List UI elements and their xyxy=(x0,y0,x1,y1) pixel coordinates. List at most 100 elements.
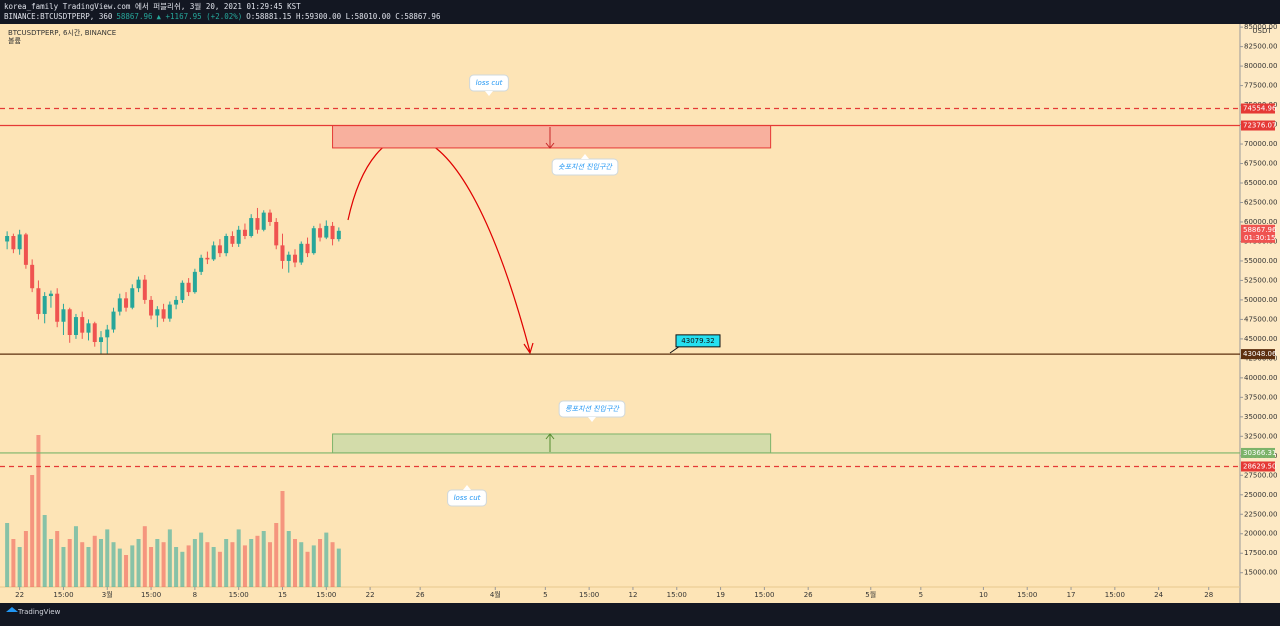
volume-bar xyxy=(180,551,185,587)
volume-bar xyxy=(305,551,310,587)
volume-label: 볼륨 xyxy=(8,36,21,45)
y-tick-label: 50000.00 xyxy=(1244,296,1277,304)
candle-body xyxy=(211,245,216,260)
y-tick-label: 62500.00 xyxy=(1244,198,1277,206)
volume-bar xyxy=(174,547,179,587)
candle-body xyxy=(155,309,160,316)
candle-body xyxy=(149,299,154,316)
volume-bar xyxy=(224,539,229,587)
header-field: BINANCE:BTCUSDTPERP, 360 xyxy=(4,12,113,21)
volume-bar xyxy=(149,547,154,587)
y-tick-label: 60000.00 xyxy=(1244,218,1277,226)
volume-bar xyxy=(111,542,116,587)
volume-bar xyxy=(205,542,210,587)
volume-bar xyxy=(324,532,329,587)
candle-body xyxy=(36,288,41,314)
volume-bar xyxy=(286,531,291,587)
y-tick-label: 47500.00 xyxy=(1244,315,1277,323)
volume-bar xyxy=(61,547,66,587)
volume-bar xyxy=(249,539,254,587)
volume-bar xyxy=(48,539,53,587)
y-tick-label: 45000.00 xyxy=(1244,335,1277,343)
candle-body xyxy=(324,225,329,238)
x-tick-label: 3월 xyxy=(102,590,113,599)
y-tick-label: 35000.00 xyxy=(1244,413,1277,421)
y-tick-label: 17500.00 xyxy=(1244,549,1277,557)
candle-body xyxy=(249,218,254,237)
candle-body xyxy=(23,234,28,265)
callout-text: loss cut xyxy=(454,494,481,502)
volume-bar xyxy=(67,539,72,587)
volume-bar xyxy=(236,529,241,587)
callout-tip xyxy=(485,91,493,96)
candle-body xyxy=(42,296,47,314)
candle-body xyxy=(48,293,53,297)
header-field: ▲ +1167.95 (+2.02%) xyxy=(157,12,243,21)
candle-body xyxy=(236,229,241,244)
volume-bar xyxy=(161,542,166,587)
price-label: 72376.07 xyxy=(1243,122,1276,130)
candle-body xyxy=(130,288,135,308)
x-tick-label: 5월 xyxy=(865,590,876,599)
x-tick-label: 4월 xyxy=(490,590,501,599)
candle-body xyxy=(305,243,310,254)
footer: TradingView xyxy=(17,608,61,616)
volume-bar xyxy=(99,539,104,587)
price-label-bg xyxy=(1241,461,1275,472)
y-tick-label: 65000.00 xyxy=(1244,179,1277,187)
x-tick-label: 15:00 xyxy=(579,591,599,599)
y-tick-label: 55000.00 xyxy=(1244,257,1277,265)
publisher: korea_family TradingView.com 에서 퍼블리쉬, 3월… xyxy=(4,1,301,11)
candle-body xyxy=(17,234,22,250)
x-tick-label: 17 xyxy=(1067,591,1076,599)
candle-body xyxy=(124,298,129,308)
y-tick-label: 85000.00 xyxy=(1244,23,1277,31)
y-tick-label: 82500.00 xyxy=(1244,43,1277,51)
x-tick-label: 5 xyxy=(919,591,923,599)
y-tick-label: 80000.00 xyxy=(1244,62,1277,70)
volume-bar xyxy=(73,526,78,587)
volume-bar xyxy=(280,491,285,587)
candle-body xyxy=(293,254,298,263)
volume-bar xyxy=(318,539,323,587)
callout-text: 숏포지션 진입구간 xyxy=(558,163,613,171)
candle-body xyxy=(267,212,272,222)
price-label: 28629.50 xyxy=(1243,462,1276,470)
volume-bar xyxy=(105,529,110,587)
x-tick-label: 10 xyxy=(979,591,988,599)
y-tick-label: 20000.00 xyxy=(1244,530,1277,538)
candle-body xyxy=(199,257,204,272)
volume-bar xyxy=(261,531,266,587)
logo xyxy=(6,607,18,612)
candle-body xyxy=(217,245,222,254)
x-tick-label: 5 xyxy=(543,591,547,599)
arc-arrowhead xyxy=(523,342,534,355)
candle-body xyxy=(174,299,179,305)
candle-body xyxy=(280,245,285,261)
callout-tip xyxy=(581,154,589,159)
candle-body xyxy=(30,264,35,289)
x-tick-label: 15:00 xyxy=(316,591,336,599)
y-tick-label: 27500.00 xyxy=(1244,471,1277,479)
volume-bar xyxy=(55,531,60,587)
volume-bar xyxy=(17,547,22,587)
y-tick-label: 32500.00 xyxy=(1244,432,1277,440)
candle-body xyxy=(330,225,335,240)
y-tick-label: 77500.00 xyxy=(1244,82,1277,90)
callout-text: loss cut xyxy=(476,79,503,87)
volume-bar xyxy=(274,523,279,587)
candle-body xyxy=(73,317,78,335)
x-tick-label: 22 xyxy=(15,591,24,599)
callout-text: 롱포지션 진입구간 xyxy=(565,405,620,413)
candle-body xyxy=(67,309,72,335)
candle-body xyxy=(224,236,229,254)
plot-bg xyxy=(0,24,1240,603)
volume-bar xyxy=(92,535,97,587)
candle-body xyxy=(311,228,316,254)
candle-body xyxy=(230,236,235,244)
zone xyxy=(332,433,772,454)
price-label-bg xyxy=(1241,120,1275,131)
x-tick-label: 15:00 xyxy=(1105,591,1125,599)
candle-body xyxy=(11,236,16,250)
